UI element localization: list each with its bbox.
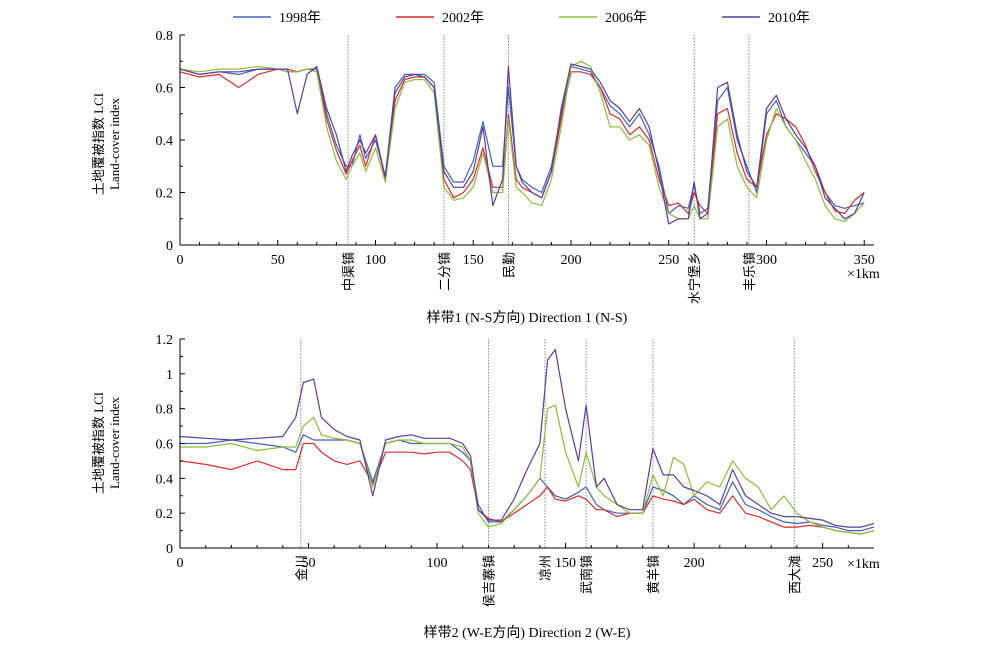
chart-2-unit-label: ×1km	[847, 557, 880, 572]
chart-2-x-tick-label: 50	[302, 556, 316, 571]
chart-1-town-label: 丰乐镇	[742, 252, 757, 291]
chart-2-y-tick-label: 0.8	[156, 403, 174, 418]
chart-1-y-tick-label: 0.8	[156, 29, 174, 44]
chart-2-x-tick-label: 0	[177, 556, 184, 571]
chart-1-town-label: 中渠镇	[341, 252, 356, 291]
chart-2-town-label: 西大滩	[787, 555, 802, 594]
legend-label: 1998年	[279, 10, 321, 26]
chart-2-x-tick-label: 200	[684, 556, 705, 571]
chart-2-series	[179, 348, 875, 535]
chart-2-tick-labels: 0 0.2 0.4 0.6 0.8 1 1.2 0 50 100 150 200 250	[156, 333, 834, 571]
chart-2-y-tick-label: 0.2	[156, 507, 174, 522]
chart-1-town-labels: 中渠镇 二分镇 民勤 水宁堡乡 丰乐镇	[341, 252, 757, 304]
chart-1-y-tick-label: 0.2	[156, 187, 174, 202]
chart-2-x-tick-label: 250	[812, 556, 833, 571]
chart-1-series	[179, 60, 865, 225]
legend-label: 2006年	[605, 10, 647, 26]
chart-1-y-tick-label: 0.4	[156, 134, 174, 149]
chart-1-x-tick-label: 200	[560, 253, 581, 268]
chart-1-x-tick-label: 0	[177, 253, 184, 268]
chart-1-ylabel-en: Land-cover index	[107, 97, 122, 190]
chart-1-town-label: 水宁堡乡	[687, 252, 702, 304]
chart-2-town-label: 侯吉寨镇	[481, 555, 496, 607]
chart-2-series-line-2002年	[179, 442, 875, 535]
chart-1-ylabel-cn: 土地覆被指数 LCI	[91, 93, 106, 195]
chart-1-title: 样带1 (N-S方向) Direction 1 (N-S)	[427, 310, 628, 326]
chart-2-town-label: 凉州	[538, 555, 553, 581]
chart-2-town-labels: 金川 侯吉寨镇 凉州 武南镇 黄羊镇 西大滩	[294, 555, 803, 607]
chart-1-x-tick-label: 250	[658, 253, 679, 268]
chart-1-x-tick-label: 350	[854, 253, 875, 268]
chart-1-axes	[179, 34, 874, 246]
chart-1-y-tick-label: 0.6	[156, 82, 174, 97]
chart-1-series-line-1998年	[179, 65, 865, 215]
chart-1-town-label: 民勤	[501, 252, 516, 278]
chart-1-series-line-2006年	[179, 60, 865, 222]
chart-1-town-lines	[347, 35, 750, 245]
chart-2-ylabel-cn: 土地覆被指数 LCI	[91, 392, 106, 494]
chart-2: 土地覆被指数 LCI Land-cover index 0 0.2 0.4 0.6 0.…	[91, 333, 880, 641]
chart-2-y-tick-label: 1	[166, 368, 173, 383]
chart-1-tick-labels: 0 0.2 0.4 0.6 0.8 0 50 100 150 200 250 300 350	[156, 29, 875, 268]
chart-1-y-tick-label: 0	[166, 239, 173, 254]
legend-label: 2010年	[768, 10, 810, 26]
legend: 1998年 2002年 2006年 2010年	[233, 10, 810, 26]
chart-2-series-line-2006年	[180, 404, 875, 535]
chart-2-series-line-1998年	[180, 434, 875, 532]
chart-2-ylabel-en: Land-cover index	[107, 396, 122, 489]
chart-2-x-tick-label: 150	[555, 556, 576, 571]
chart-1-unit-label: ×1km	[847, 267, 880, 282]
chart-2-town-label: 金川	[294, 555, 309, 581]
chart-2-town-label: 黄羊镇	[646, 555, 661, 594]
chart-1-town-label: 二分镇	[437, 252, 452, 291]
chart-2-y-tick-label: 0.6	[156, 438, 174, 453]
chart-2-series-line-2010年	[179, 348, 875, 528]
chart-2-y-tick-label: 0.4	[156, 472, 174, 487]
chart-1: 土地覆被指数 LCI Land-cover index 0 0.2 0.4 0.6 0.…	[91, 29, 880, 326]
chart-1-x-tick-label: 50	[271, 253, 285, 268]
chart-1-series-line-2010年	[179, 63, 865, 225]
chart-2-x-tick-label: 100	[427, 556, 448, 571]
chart-2-y-tick-label: 1.2	[156, 333, 174, 348]
chart-1-x-tick-label: 300	[756, 253, 777, 268]
chart-1-x-tick-label: 100	[365, 253, 386, 268]
chart-2-town-label: 武南镇	[579, 555, 594, 594]
chart-2-y-tick-label: 0	[166, 542, 173, 557]
chart-1-x-tick-label: 150	[463, 253, 484, 268]
chart-2-title: 样带2 (W-E方向) Direction 2 (W-E)	[424, 625, 631, 641]
legend-label: 2002年	[442, 10, 484, 26]
chart-2-axes	[179, 338, 874, 549]
chart-2-town-lines	[300, 339, 795, 548]
